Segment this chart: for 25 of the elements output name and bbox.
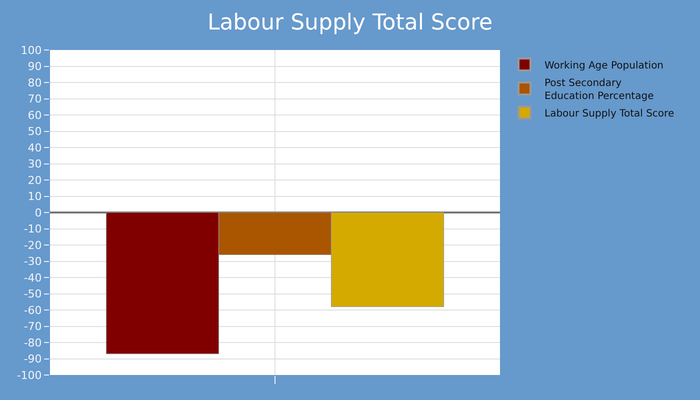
y-tick-label: 10 (28, 190, 42, 204)
legend-label: Post Secondary Education Percentage (544, 78, 654, 102)
y-tick-label: 0 (34, 206, 42, 220)
y-tick-label: -100 (16, 368, 42, 382)
y-tick-label: 50 (28, 125, 42, 138)
legend-label: Labour Supply Total Score (544, 108, 674, 120)
y-tick-label: -70 (24, 320, 42, 334)
y-tick-label: -90 (24, 352, 42, 366)
y-tick-label: 40 (28, 141, 42, 154)
y-tick-label: -30 (24, 255, 42, 268)
y-tick-label: -10 (24, 222, 42, 236)
y-tick-label: 90 (28, 60, 42, 74)
y-tick-label: 30 (28, 158, 42, 171)
y-tick-label: -80 (24, 336, 42, 350)
y-tick-label: 70 (28, 92, 42, 106)
chart-title: Labour Supply Total Score (207, 10, 493, 36)
y-tick-label: 100 (20, 44, 42, 57)
y-tick-label: 60 (28, 108, 42, 122)
y-tick-label: -40 (24, 271, 42, 284)
y-tick-label: -60 (24, 304, 42, 317)
y-tick-label: 20 (28, 174, 42, 187)
y-tick-label: -20 (24, 238, 42, 252)
y-tick-label: -50 (24, 288, 42, 301)
y-tick-label: 80 (28, 76, 42, 90)
legend-label: Working Age Population (544, 60, 664, 72)
